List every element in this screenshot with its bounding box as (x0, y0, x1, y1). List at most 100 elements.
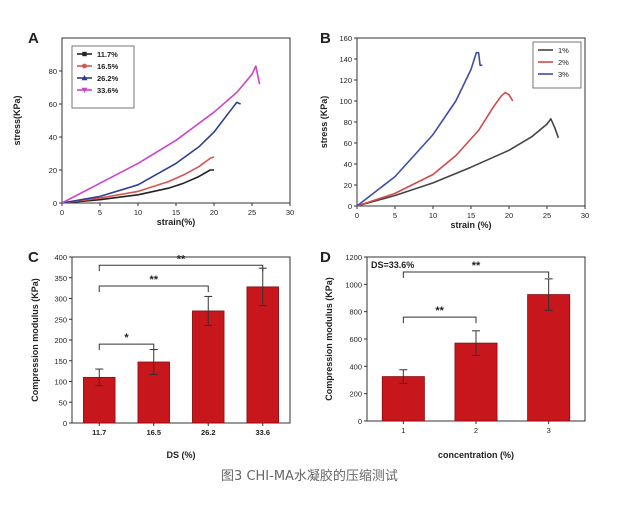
legend-label-B: 2% (558, 58, 569, 67)
significance-label-C: * (124, 332, 129, 344)
annotation-D: DS=33.6% (371, 260, 414, 270)
panel-label-A: A (28, 30, 39, 47)
x-tick-label-A: 0 (60, 208, 64, 217)
y-tick-label-C: 200 (54, 336, 67, 345)
bar-C-33.6 (246, 286, 279, 424)
series-line-B-3% (356, 51, 483, 207)
legend-marker-16.5% (82, 63, 87, 69)
y-tick-label-D: 1200 (345, 253, 362, 262)
bar-C-26.2 (192, 310, 225, 424)
legend-label-B: 3% (558, 70, 569, 79)
y-tick-label-B: 0 (348, 202, 352, 211)
x-tick-label-C: 26.2 (201, 428, 216, 437)
series-line-B-1% (356, 118, 560, 207)
y-tick-label-C: 400 (54, 253, 67, 262)
y-tick-label-B: 160 (339, 34, 352, 43)
x-axis-label-D: concentration (%) (438, 450, 514, 460)
x-tick-label-B: 20 (505, 211, 513, 220)
y-tick-label-D: 800 (349, 308, 362, 317)
x-axis-label-C: DS (%) (167, 450, 196, 460)
significance-label-D: ** (435, 305, 444, 317)
legend-label-A: 11.7% (97, 50, 118, 59)
y-tick-label-C: 250 (54, 315, 67, 324)
y-tick-label-A: 20 (49, 166, 57, 175)
x-axis-label-A: strain(%) (157, 217, 196, 227)
legend-marker-33.6% (81, 87, 88, 93)
significance-bracket-D-1 (402, 271, 550, 279)
x-tick-label-C: 11.7 (92, 428, 106, 437)
y-tick-label-C: 350 (54, 274, 67, 283)
series-line-A-11.7% (61, 169, 214, 204)
x-tick-label-A: 25 (248, 208, 256, 217)
panel-label-B: B (320, 30, 331, 47)
significance-bracket-C-2 (98, 264, 264, 272)
x-axis-label-B: strain (%) (450, 220, 491, 230)
significance-label-D: ** (472, 260, 481, 272)
y-tick-label-C: 0 (63, 419, 67, 428)
legend-marker-11.7% (82, 51, 87, 57)
y-tick-label-D: 0 (358, 417, 362, 426)
x-tick-label-A: 20 (210, 208, 218, 217)
chart-D: D Compression modulus (KPa) concentration … (320, 249, 586, 460)
legend-label-B: 1% (558, 46, 569, 55)
significance-label-C: ** (149, 274, 158, 286)
x-tick-label-D: 2 (474, 426, 478, 435)
x-tick-label-A: 15 (172, 208, 180, 217)
panel-label-D: D (320, 249, 331, 266)
y-tick-label-D: 1000 (345, 280, 362, 289)
series-line-B-2% (356, 91, 514, 207)
x-tick-label-B: 25 (543, 211, 551, 220)
x-tick-label-B: 30 (581, 211, 589, 220)
series-line-A-16.5% (61, 156, 215, 204)
significance-label-C: ** (177, 253, 186, 265)
chart-C: C Compression modulus (KPa) DS (%) 0 50 100 15… (28, 249, 291, 460)
y-tick-label-B: 60 (344, 139, 352, 148)
y-tick-label-B: 140 (339, 55, 352, 64)
y-tick-label-A: 60 (49, 100, 57, 109)
significance-bracket-D-0 (402, 316, 477, 324)
y-tick-label-B: 80 (344, 118, 352, 127)
y-tick-label-B: 120 (339, 76, 352, 85)
legend-label-A: 16.5% (97, 62, 119, 71)
y-tick-label-D: 200 (349, 390, 362, 399)
y-tick-label-B: 100 (339, 97, 352, 106)
y-tick-label-A: 0 (53, 199, 57, 208)
y-tick-label-B: 20 (344, 181, 352, 190)
x-tick-label-B: 10 (429, 211, 437, 220)
x-tick-label-C: 33.6 (255, 428, 270, 437)
y-tick-label-C: 150 (54, 357, 67, 366)
significance-bracket-C-1 (98, 285, 209, 293)
x-tick-label-A: 5 (98, 208, 102, 217)
y-axis-label-B: stress (KPa) (319, 96, 329, 149)
bar-D-1 (381, 376, 425, 422)
x-tick-label-B: 15 (467, 211, 475, 220)
legend-label-A: 33.6% (97, 86, 119, 95)
y-tick-label-C: 300 (54, 295, 67, 304)
y-axis-label-D: Compression modulus (KPa) (324, 277, 334, 401)
x-tick-label-B: 5 (393, 211, 397, 220)
y-tick-label-B: 40 (344, 160, 352, 169)
y-tick-label-A: 40 (49, 133, 57, 142)
y-tick-label-C: 50 (59, 398, 67, 407)
series-line-A-33.6% (61, 65, 261, 204)
figure-caption: 图3 CHI-MA水凝胶的压缩测试 (221, 469, 398, 484)
legend-box-B (532, 41, 582, 89)
panel-label-C: C (28, 249, 39, 266)
legend-marker-26.2% (81, 75, 88, 81)
x-tick-label-A: 10 (134, 208, 142, 217)
y-tick-label-D: 600 (349, 335, 362, 344)
x-tick-label-D: 3 (547, 426, 551, 435)
series-line-A-26.2% (61, 101, 241, 204)
x-tick-label-C: 16.5 (146, 428, 161, 437)
bar-D-3 (527, 294, 571, 422)
x-tick-label-D: 1 (401, 426, 405, 435)
x-tick-label-A: 30 (286, 208, 294, 217)
y-tick-label-D: 400 (349, 362, 362, 371)
legend-box-A (71, 45, 135, 109)
y-tick-label-C: 100 (54, 378, 67, 387)
x-tick-label-B: 0 (355, 211, 359, 220)
legend-label-A: 26.2% (97, 74, 119, 83)
